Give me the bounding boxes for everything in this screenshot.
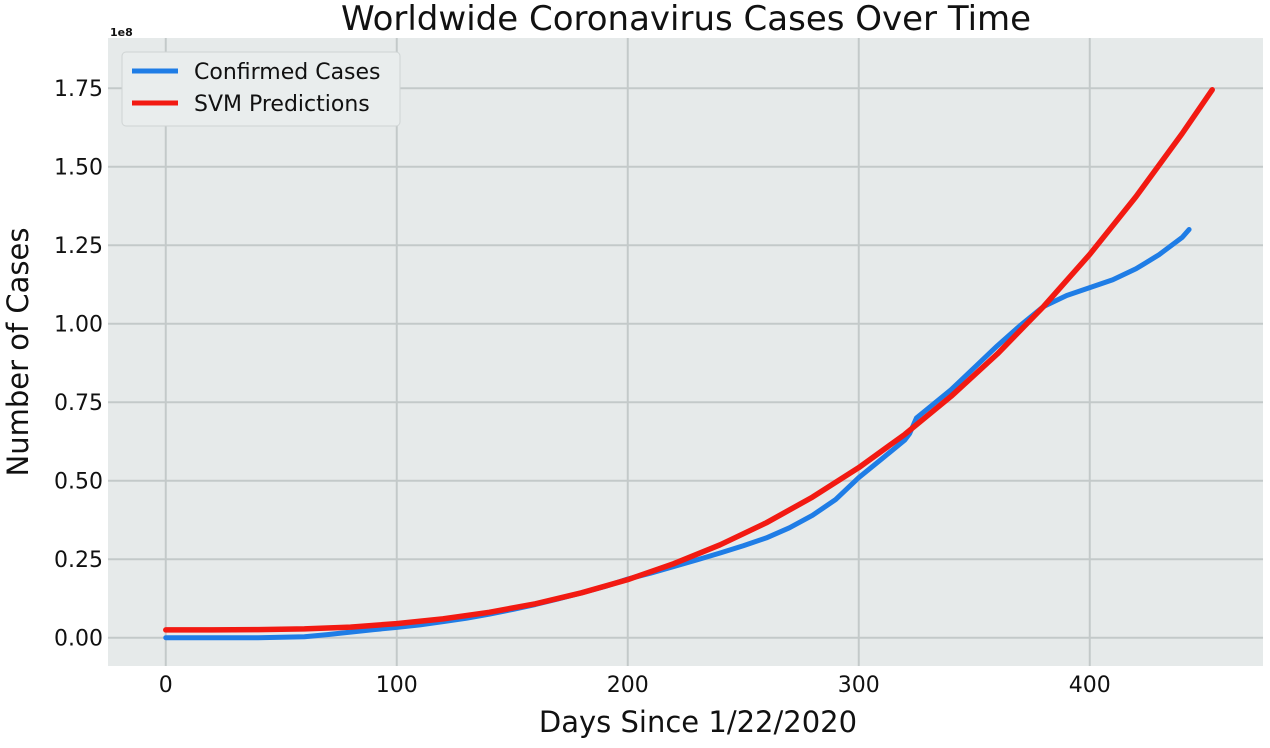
x-axis-label: Days Since 1/22/2020: [539, 705, 857, 739]
x-tick-label: 100: [376, 673, 418, 698]
x-tick-label: 400: [1069, 673, 1111, 698]
legend-label-confirmed: Confirmed Cases: [194, 60, 381, 85]
y-tick-label: 1.50: [54, 156, 103, 181]
x-tick-label: 200: [607, 673, 649, 698]
y-tick-label: 0.50: [54, 470, 103, 495]
y-tick-label: 1.25: [54, 234, 103, 259]
legend-box: [121, 51, 401, 127]
y-tick-label: 1.00: [54, 313, 103, 338]
grid-lines: [108, 38, 1263, 666]
y-tick-label: 1.75: [54, 77, 103, 102]
chart-title: Worldwide Coronavirus Cases Over Time: [341, 0, 1031, 39]
legend-label-svm: SVM Predictions: [194, 92, 370, 117]
tick-labels: 0 100 200 300 400 0.00 0.25 0.50 0.75 1.00 1.25 1.5…: [54, 77, 1111, 698]
y-offset-label: 1e8: [110, 26, 133, 39]
y-tick-label: 0.25: [54, 548, 103, 573]
x-tick-label: 300: [838, 673, 880, 698]
y-tick-label: 0.00: [54, 627, 103, 652]
series-line-svm-predictions: [163, 87, 1215, 633]
y-tick-label: 0.75: [54, 391, 103, 416]
x-tick-label: 0: [159, 673, 173, 698]
y-axis-label: Number of Cases: [1, 228, 35, 477]
legend: Confirmed Cases SVM Predictions: [121, 51, 401, 127]
series-lines: [163, 87, 1215, 641]
